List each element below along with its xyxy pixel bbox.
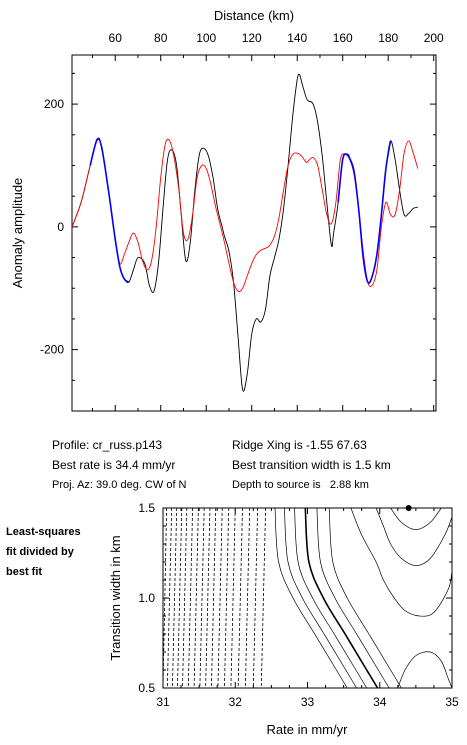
y-tick-label: 0: [57, 220, 64, 234]
y-tick-label: 1.5: [138, 501, 155, 515]
x-tick-label: 35: [445, 695, 459, 709]
side-note: Least-squares fit divided by best fit: [6, 522, 81, 582]
series-line-0: [71, 73, 418, 392]
contour-line-dashed: [217, 507, 223, 689]
contour-line-dashed: [177, 507, 183, 689]
contour-x-axis-title: Rate in mm/yr: [267, 722, 349, 737]
contour-lines: [162, 507, 453, 689]
profile-y-ticks: 200 0 -200: [40, 72, 436, 412]
contour-line-dashed: [199, 507, 205, 689]
contour-line-dashed: [244, 507, 251, 689]
contour-line-solid: [294, 507, 368, 689]
y-tick-label: 0.5: [138, 681, 155, 695]
contour-line-dashed: [252, 507, 259, 689]
contour-line-solid: [274, 507, 348, 689]
contour-line-dashed: [182, 507, 188, 689]
contour-line-dashed: [224, 507, 230, 689]
contour-line-dashed: [230, 507, 236, 689]
x-tick-label: 32: [229, 695, 243, 709]
x-tick-label: 120: [242, 31, 262, 45]
contour-line-dashed: [166, 507, 173, 689]
contour-line-solid: [316, 507, 390, 689]
profile-name: Profile: cr_russ.p143: [52, 438, 163, 452]
contour-line-solid: [304, 507, 379, 689]
contour-y-ticks: 0.5 1.0 1.5: [138, 501, 452, 695]
x-tick-label: 160: [333, 31, 353, 45]
best-fit-point: [405, 505, 412, 511]
contour-line-closed: [390, 507, 442, 530]
x-tick-label: 80: [154, 31, 168, 45]
y-tick-label: 1.0: [138, 591, 155, 605]
y-tick-label: 200: [44, 97, 64, 111]
contour-line-dashed: [237, 507, 243, 689]
contour-line-closed: [397, 651, 453, 689]
x-tick-label: 200: [424, 31, 444, 45]
side-note-line: Least-squares: [6, 526, 81, 538]
contour-line-dashed: [171, 507, 178, 689]
best-transition-width: Best transition width is 1.5 km: [232, 458, 391, 472]
profile-plot-frame: [71, 54, 437, 412]
contour-line-solid: [328, 507, 402, 689]
series-line-3: [337, 140, 392, 284]
contour-y-axis-title: Transition width in km: [108, 535, 123, 660]
depth-to-source: Depth to source is 2.88 km: [232, 479, 369, 491]
contour-line-dashed: [193, 507, 199, 689]
x-tick-label: 140: [287, 31, 307, 45]
y-tick-label: -200: [40, 343, 64, 357]
series-line-2: [89, 137, 130, 283]
contour-line-solid: [284, 507, 357, 689]
profile-y-axis-title: Anomaly amplitude: [10, 178, 25, 289]
contour-line-dashed: [260, 507, 266, 689]
profile-x-ticks: 60 80 100 120 140 160 180 200: [91, 31, 444, 411]
x-tick-label: 180: [378, 31, 398, 45]
contour-line-dashed: [205, 507, 211, 689]
contour-x-ticks: 31 32 33 34 35: [156, 508, 459, 709]
contour-line-closed: [350, 507, 453, 617]
profile-series: [71, 73, 419, 392]
projection-azimuth: Proj. Az: 39.0 deg. CW of N: [52, 479, 187, 491]
x-tick-label: 100: [196, 31, 216, 45]
series-line-1: [71, 138, 419, 293]
contour-plot-frame: [162, 507, 453, 689]
contour-line-dashed: [211, 507, 217, 689]
ridge-crossing: Ridge Xing is -1.55 67.63: [232, 438, 367, 452]
x-tick-label: 31: [156, 695, 170, 709]
side-note-line: fit divided by: [6, 546, 74, 558]
side-note-line: best fit: [6, 566, 43, 578]
profile-x-axis-title: Distance (km): [214, 8, 294, 23]
x-tick-label: 60: [109, 31, 123, 45]
best-rate: Best rate is 34.4 mm/yr: [52, 458, 176, 472]
x-tick-label: 34: [373, 695, 387, 709]
x-tick-label: 33: [301, 695, 315, 709]
contour-line-closed: [375, 507, 453, 566]
contour-line-dashed: [187, 507, 194, 689]
